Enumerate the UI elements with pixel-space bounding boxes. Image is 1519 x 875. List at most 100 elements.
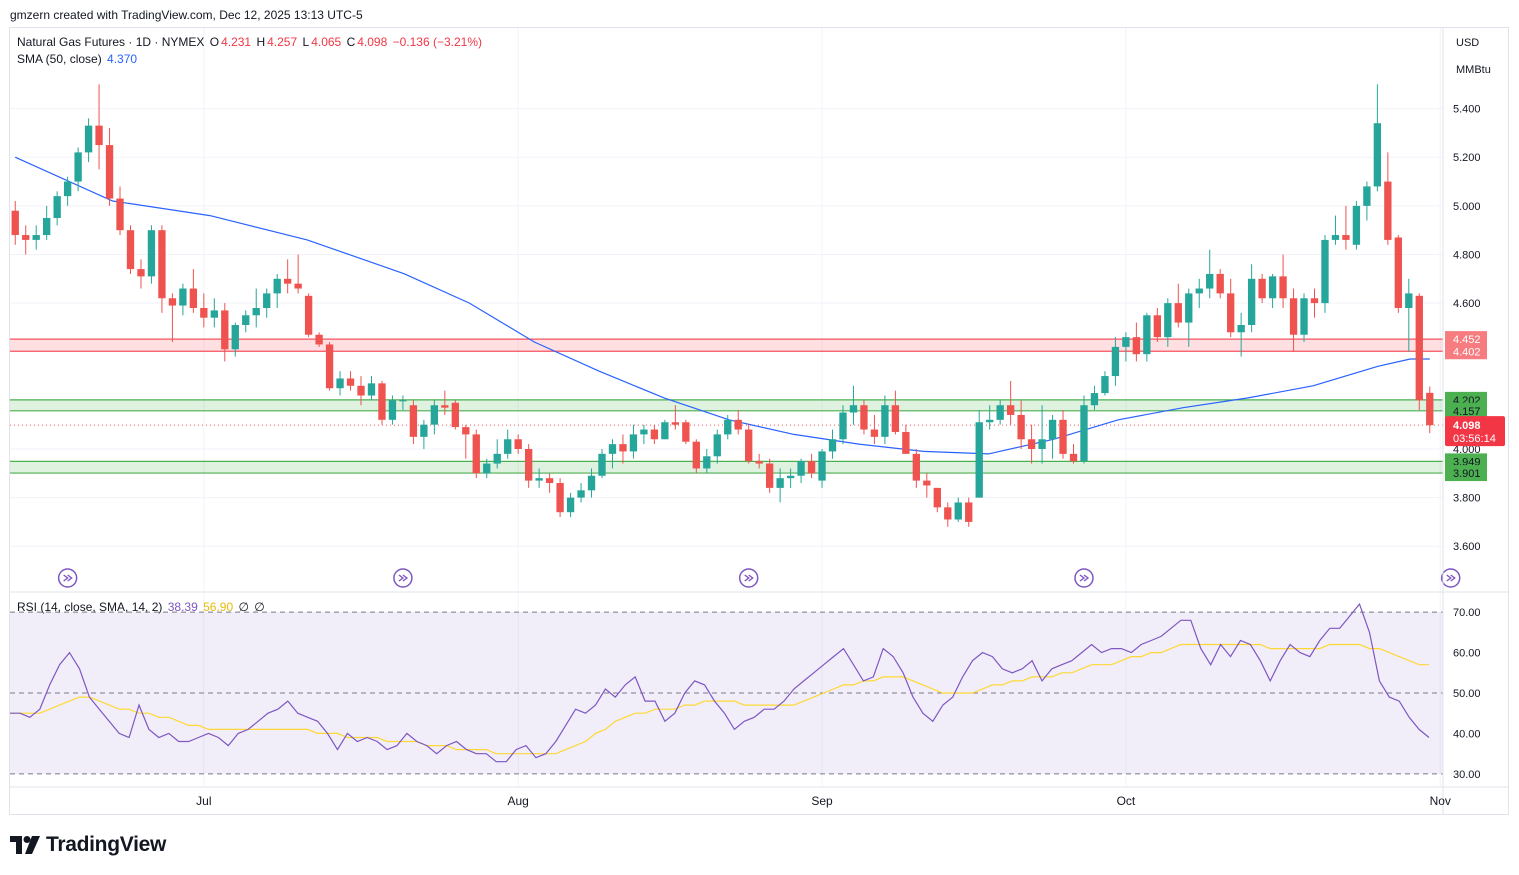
rsi-ma-value: 56.90: [203, 600, 234, 614]
price-label-support: 3.901: [1445, 465, 1487, 482]
candle: [346, 371, 355, 391]
candle: [147, 225, 156, 284]
event-marker-arrow: [744, 574, 754, 582]
rsi-label: RSI (14, close, SMA, 14, 2): [17, 600, 163, 614]
candle-body: [430, 405, 439, 425]
candle: [1038, 405, 1046, 464]
candle-body: [336, 378, 344, 389]
candle: [1101, 371, 1109, 396]
price-label-resistance: 4.452: [1445, 331, 1487, 348]
candle: [556, 478, 564, 518]
tradingview-brand[interactable]: TradingView: [10, 832, 166, 858]
candle-body: [556, 483, 564, 513]
candle: [1331, 215, 1340, 245]
candle: [1227, 278, 1235, 338]
candle: [944, 502, 952, 527]
event-marker-icon: [1074, 568, 1094, 588]
candle-body: [587, 475, 596, 491]
candle-body: [996, 405, 1004, 420]
event-marker-icon: [57, 568, 78, 588]
candle-body: [1289, 298, 1298, 335]
chart-frame: [9, 27, 1509, 815]
candle: [357, 376, 365, 406]
candle: [986, 405, 994, 430]
candle-body: [451, 402, 459, 428]
candle: [231, 322, 239, 357]
candle-body: [504, 439, 512, 454]
price-badge-value: 3.901: [1453, 468, 1481, 480]
candle-body: [1216, 273, 1224, 294]
candle: [1143, 312, 1151, 362]
open-value: 4.231: [221, 35, 252, 49]
candle: [1080, 395, 1088, 464]
candle: [1342, 205, 1350, 250]
candle-body: [1101, 376, 1109, 394]
candle-body: [1206, 273, 1214, 289]
candle-body: [566, 497, 575, 513]
candle-body: [619, 444, 627, 452]
candle: [713, 429, 721, 464]
candle-body: [325, 344, 334, 389]
candle: [189, 269, 198, 313]
candle: [252, 288, 260, 328]
candle: [441, 390, 449, 415]
candle-body: [755, 461, 763, 464]
candle: [1122, 332, 1130, 362]
candle-body: [1059, 419, 1067, 454]
candle-body: [483, 463, 491, 474]
candle: [703, 448, 711, 474]
candle-body: [545, 478, 554, 484]
candle: [84, 118, 93, 163]
candle-body: [776, 478, 784, 488]
candle: [126, 225, 135, 274]
candle-body: [933, 487, 941, 508]
event-marker-arrow: [1446, 574, 1456, 582]
candle: [315, 332, 323, 347]
candle-body: [1153, 315, 1162, 338]
candle-body: [420, 424, 428, 437]
change-value: −0.136 (−3.21%): [392, 35, 483, 49]
candle: [483, 458, 491, 479]
candle-body: [472, 434, 480, 474]
candle: [650, 424, 659, 445]
candle: [1352, 201, 1361, 250]
candle: [1373, 84, 1382, 192]
candle-body: [650, 429, 659, 440]
candle: [1384, 152, 1392, 245]
support-zone: [10, 399, 1443, 411]
candle: [1017, 400, 1025, 449]
close-label: C: [346, 35, 356, 49]
high-value: 4.257: [267, 35, 298, 49]
unit-label[interactable]: MMBtu: [1456, 64, 1491, 76]
candle-body: [1017, 414, 1025, 440]
candle: [409, 400, 418, 445]
candle-body: [1174, 303, 1182, 323]
candle-body: [399, 400, 407, 402]
time-tick-label: Jul: [196, 794, 211, 808]
candle: [137, 259, 145, 289]
candle: [933, 487, 941, 513]
time-tick-label: Sep: [811, 794, 833, 808]
candle-body: [283, 278, 292, 284]
candle-body: [849, 405, 858, 413]
candle-body: [168, 298, 177, 306]
currency-label[interactable]: USD: [1456, 37, 1480, 49]
candle-body: [63, 181, 72, 197]
price-badge-value: 4.157: [1453, 406, 1481, 418]
candle-body: [713, 434, 721, 457]
candle: [283, 259, 292, 294]
candle-body: [797, 461, 805, 476]
candle-body: [1384, 181, 1392, 240]
candle-body: [818, 451, 826, 481]
candle-body: [640, 429, 648, 435]
candle: [1300, 293, 1308, 343]
rsi-series-rsi: [10, 602, 1430, 763]
candle-body: [1394, 237, 1402, 308]
candle-body: [1080, 405, 1088, 462]
candle-body: [524, 448, 533, 481]
candle: [745, 424, 753, 464]
candle-body: [179, 288, 187, 306]
sma-line: [14, 156, 1430, 455]
candle: [1363, 181, 1371, 221]
